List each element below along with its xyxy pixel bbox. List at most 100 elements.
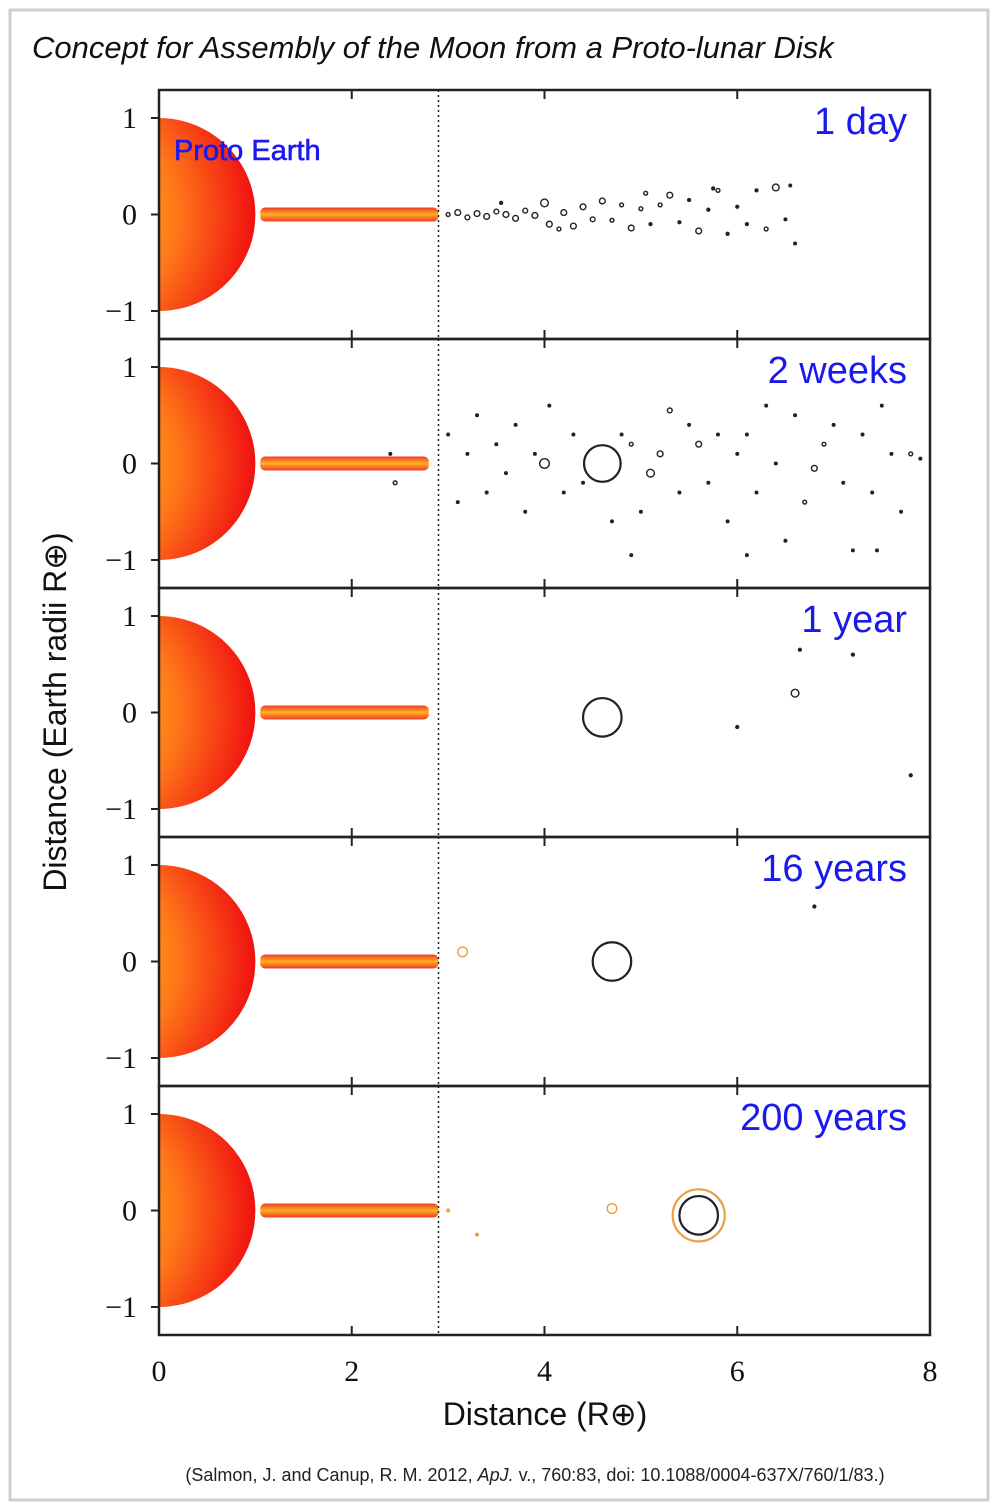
particle — [852, 549, 855, 552]
particle — [746, 433, 749, 436]
x-tick-label: 8 — [923, 1355, 938, 1388]
y-tick-label: −1 — [105, 793, 137, 826]
x-tick-label: 4 — [537, 1355, 552, 1388]
particle — [813, 905, 816, 908]
y-tick-label: 1 — [122, 351, 137, 384]
particle — [505, 472, 508, 475]
particle — [524, 510, 527, 513]
particle — [794, 242, 797, 245]
panel-label: 1 year — [801, 599, 907, 641]
particle — [765, 404, 768, 407]
particle — [842, 482, 845, 485]
inner-disk — [260, 457, 429, 471]
particle — [717, 433, 720, 436]
panel-label: 200 years — [740, 1097, 907, 1139]
y-tick-label: 0 — [122, 946, 137, 979]
particle — [640, 510, 643, 513]
earth-label: Proto Earth — [174, 135, 321, 167]
particle — [909, 774, 912, 777]
particle — [876, 549, 879, 552]
particle — [784, 539, 787, 542]
particle — [678, 491, 681, 494]
particle — [851, 653, 854, 656]
particle — [514, 424, 517, 427]
panel-label: 1 day — [814, 101, 907, 143]
y-tick-label: 0 — [122, 448, 137, 481]
particle — [900, 510, 903, 513]
particle — [736, 453, 739, 456]
particle — [485, 491, 488, 494]
particle — [611, 520, 614, 523]
y-tick-label: 1 — [122, 1098, 137, 1131]
y-tick-label: 1 — [122, 102, 137, 135]
particle — [755, 189, 758, 192]
particle — [736, 726, 739, 729]
x-tick-label: 0 — [152, 1355, 167, 1388]
particle — [726, 520, 729, 523]
chart-title: Concept for Assembly of the Moon from a … — [32, 30, 835, 65]
y-tick-label: −1 — [105, 1291, 137, 1324]
particle — [476, 414, 479, 417]
particle — [389, 453, 392, 456]
x-axis-label: Distance (R⊕) — [443, 1396, 648, 1432]
particle — [745, 223, 748, 226]
x-tick-label: 6 — [730, 1355, 745, 1388]
particle — [871, 491, 874, 494]
particle — [890, 453, 893, 456]
inner-disk — [260, 208, 438, 222]
inner-disk — [260, 955, 438, 969]
particle — [798, 648, 801, 651]
particle — [688, 199, 691, 202]
y-axis-label: Distance (Earth radii R⊕) — [37, 532, 73, 891]
citation-text: v., 760:83, doi: 10.1088/0004-637X/760/1… — [514, 1465, 885, 1485]
panel-label: 2 weeks — [768, 350, 907, 392]
particle — [447, 1209, 450, 1212]
particle — [572, 433, 575, 436]
y-tick-label: 1 — [122, 600, 137, 633]
particle — [456, 501, 459, 504]
particle — [755, 491, 758, 494]
particle — [447, 433, 450, 436]
particle — [707, 208, 710, 211]
particle — [476, 1233, 479, 1236]
particle — [707, 482, 710, 485]
particle — [919, 457, 922, 460]
frame — [10, 10, 988, 1500]
figure: Concept for Assembly of the Moon from a … — [0, 0, 993, 1503]
particle — [688, 424, 691, 427]
particle — [832, 424, 835, 427]
particle — [620, 433, 623, 436]
particle — [534, 453, 537, 456]
particle — [746, 554, 749, 557]
particle — [775, 462, 778, 465]
particle — [678, 221, 681, 224]
particle — [784, 218, 787, 221]
citation-text: (Salmon, J. and Canup, R. M. 2012, — [185, 1465, 477, 1485]
particle — [736, 205, 739, 208]
particle — [582, 482, 585, 485]
citation-journal: ApJ. — [477, 1465, 514, 1485]
particle — [789, 184, 792, 187]
y-tick-label: −1 — [105, 544, 137, 577]
citation: (Salmon, J. and Canup, R. M. 2012, ApJ. … — [185, 1465, 884, 1485]
y-tick-label: 0 — [122, 199, 137, 232]
particle — [649, 223, 652, 226]
y-tick-label: 1 — [122, 849, 137, 882]
particle — [562, 491, 565, 494]
particle — [466, 453, 469, 456]
inner-disk — [260, 706, 429, 720]
particle — [861, 433, 864, 436]
particle — [548, 404, 551, 407]
y-tick-label: −1 — [105, 1042, 137, 1075]
particle — [712, 187, 715, 190]
y-tick-label: 0 — [122, 697, 137, 730]
particle — [500, 201, 503, 204]
inner-disk — [260, 1204, 438, 1218]
panel-label: 16 years — [761, 848, 907, 890]
particle — [794, 414, 797, 417]
y-tick-label: −1 — [105, 295, 137, 328]
x-tick-label: 2 — [344, 1355, 359, 1388]
particle — [630, 554, 633, 557]
particle — [495, 443, 498, 446]
particle — [726, 232, 729, 235]
